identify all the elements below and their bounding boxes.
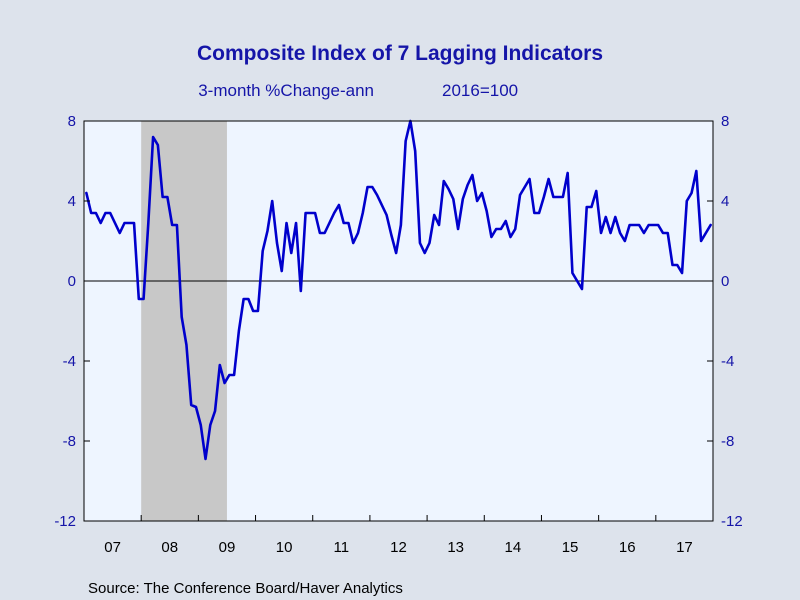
x-tick-label: 16 [619, 539, 636, 556]
series-line [85, 119, 712, 461]
y-tick-label-left: 8 [68, 113, 76, 130]
y-tick-label-left: 4 [68, 193, 76, 210]
x-tick-label: 10 [276, 539, 293, 556]
chart-title: Composite Index of 7 Lagging Indicators [197, 42, 603, 65]
y-tick-label-right: 8 [721, 113, 729, 130]
x-tick-label: 07 [104, 539, 121, 556]
x-tick-label: 12 [390, 539, 407, 556]
x-tick-label: 17 [676, 539, 693, 556]
x-tick-label: 08 [161, 539, 178, 556]
x-tick-label: 14 [505, 539, 522, 556]
y-tick-label-left: -8 [63, 433, 76, 450]
plot-frame [83, 120, 714, 522]
y-tick-label-right: 0 [721, 273, 729, 290]
axes-layer: 8 8 4 4 0 0 -4 -4 -8 -8 -12 -12 07 08 09 10 11 12 13 14 15 16… [54, 113, 742, 556]
recession-layer [141, 121, 227, 521]
chart-subtitle-note: 2016=100 [442, 81, 518, 100]
y-tick-label-left: -12 [54, 513, 76, 530]
series-layer [85, 119, 712, 461]
y-tick-label-right: -12 [721, 513, 743, 530]
source-note: Source: The Conference Board/Haver Analy… [88, 580, 403, 597]
chart-subtitle: 3-month %Change-ann [198, 81, 374, 100]
y-tick-label-right: 4 [721, 193, 729, 210]
y-tick-label-right: -4 [721, 353, 734, 370]
x-tick-label: 13 [447, 539, 464, 556]
y-tick-label-left: 0 [68, 273, 76, 290]
y-tick-label-right: -8 [721, 433, 734, 450]
y-tick-label-left: -4 [63, 353, 76, 370]
x-tick-label: 09 [219, 539, 236, 556]
recession-band [141, 121, 227, 521]
x-tick-label: 15 [562, 539, 579, 556]
x-tick-label: 11 [334, 539, 350, 556]
